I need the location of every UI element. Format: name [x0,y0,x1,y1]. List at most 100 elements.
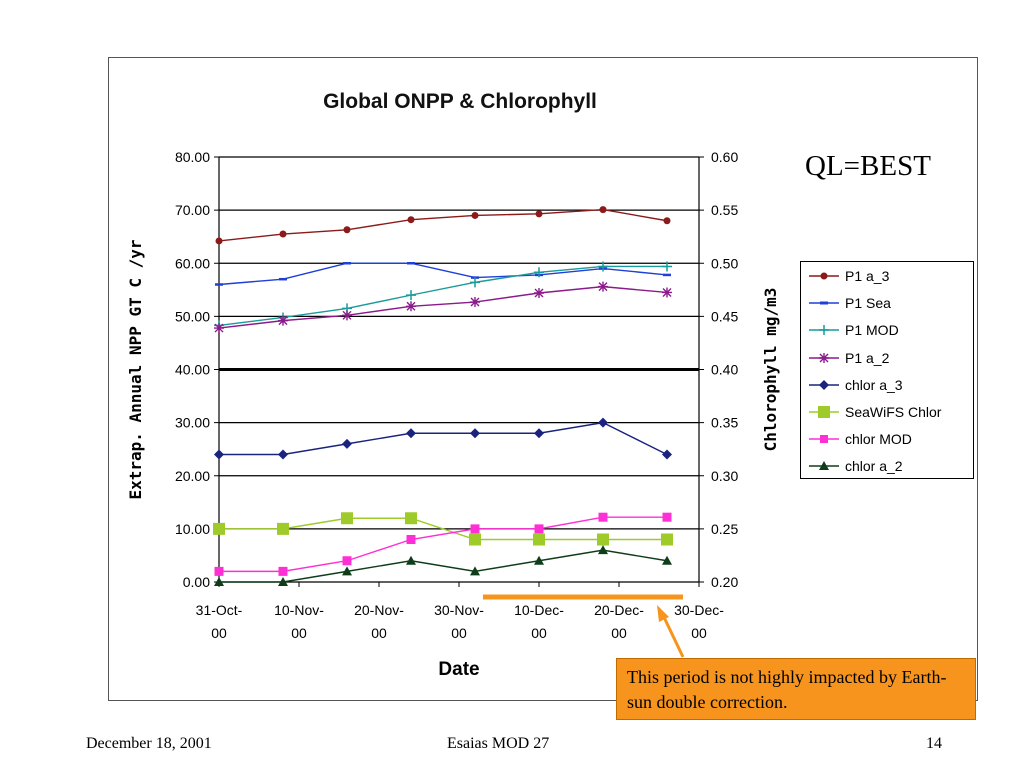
data-point [406,535,416,544]
series-line [219,517,667,541]
chart-title: Global ONPP & Chlorophyll [323,90,597,113]
legend-label: chlor a_3 [845,376,903,393]
data-point [215,237,223,245]
legend-item: SeaWiFS Chlor [809,401,941,423]
data-point [214,566,224,576]
data-point [341,512,353,525]
callout-arrow-shaft [660,612,685,658]
data-point [662,449,672,460]
data-point [534,428,544,439]
legend-swatch [809,461,839,471]
legend-swatch [809,301,839,305]
data-point [469,533,481,546]
data-point [661,533,673,546]
data-point [342,566,352,576]
data-point [343,226,351,234]
data-point [663,217,671,225]
y-tick-label: 50.00 [175,308,210,324]
data-point [214,323,224,334]
x-tick-label: 30-Dec-00 [674,602,724,641]
data-point [342,310,352,321]
data-point [470,277,480,288]
y2-tick-label: 0.40 [711,362,738,378]
data-point [342,438,352,449]
data-point [470,566,480,576]
chart-frame [108,57,978,701]
data-point [534,555,544,565]
data-point [662,287,672,298]
data-point [214,577,224,586]
x-axis-title: Date [438,659,479,680]
callout-box: This period is not highly impacted by Ea… [616,658,976,720]
series-line [218,265,667,327]
series-line [218,285,668,329]
footer-date: December 18, 2001 [86,735,212,752]
legend-item: chlor a_2 [809,455,903,477]
y-tick-label: 40.00 [175,362,210,378]
data-point [470,297,480,308]
y-tick-label: 20.00 [175,468,210,484]
series-line [219,516,667,573]
legend-item: chlor MOD [809,428,912,450]
data-point [662,555,672,565]
series-line [218,262,668,286]
series-line [219,421,668,456]
data-point [406,428,416,439]
data-point [598,261,608,272]
legend-item: chlor a_3 [809,374,903,396]
x-tick-label: 20-Nov-00 [354,602,404,641]
y2-tick-label: 0.45 [711,308,738,324]
legend-label: SeaWiFS Chlor [845,404,942,420]
legend-swatch [809,272,839,280]
data-point [534,288,544,298]
data-point [277,522,289,535]
legend-swatch [809,325,839,336]
legend-label: chlor a_2 [845,458,903,475]
x-tick-label: 10-Nov-00 [274,602,324,641]
y2-tick-label: 0.50 [711,255,738,271]
data-point [534,524,544,534]
y-tick-label: 0.00 [183,574,210,590]
y2-tick-label: 0.25 [711,521,738,537]
data-point [406,555,416,565]
data-point [598,281,608,292]
legend-label: chlor MOD [845,431,912,448]
series-line [218,208,668,242]
legend-item: P1 a_2 [809,347,889,369]
data-point [662,261,672,272]
data-point [535,210,543,218]
x-tick-label: 20-Dec-00 [594,602,644,641]
legend-item: P1 a_3 [809,265,889,287]
data-point [407,216,415,224]
y-tick-label: 30.00 [175,415,210,431]
legend-label: P1 a_3 [845,268,890,284]
y-axis-title: Extrap. Annual NPP GT C /yr [126,239,145,499]
data-point [405,512,417,525]
x-tick-label: 10-Dec-00 [514,602,564,641]
data-point [662,512,672,522]
y-tick-label: 70.00 [175,202,210,218]
data-point [278,449,288,460]
series-line [219,549,668,583]
y2-tick-label: 0.20 [711,574,738,590]
footer-page-number: 14 [926,735,942,752]
data-point [213,522,225,535]
y-tick-label: 60.00 [175,255,210,271]
legend-swatch [809,435,839,444]
data-point [598,417,608,428]
data-point [599,206,607,214]
callout-arrow-head [657,605,669,622]
x-tick-label: 31-Oct-00 [196,602,243,641]
quality-label: QL=BEST [805,150,931,182]
data-point [278,315,288,326]
legend-label: P1 Sea [845,295,891,312]
y2-tick-label: 0.30 [711,468,738,484]
legend-label: P1 MOD [845,322,899,339]
y2-tick-label: 0.35 [711,415,738,431]
y2-tick-label: 0.55 [711,202,738,218]
y-tick-label: 10.00 [175,521,210,537]
data-point [279,230,287,238]
